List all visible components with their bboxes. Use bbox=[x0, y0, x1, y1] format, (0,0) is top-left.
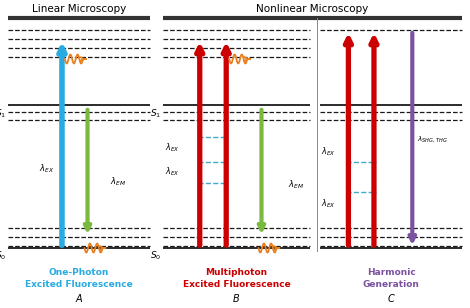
Text: $\lambda_{EX}$: $\lambda_{EX}$ bbox=[165, 165, 180, 178]
Text: $S_0$: $S_0$ bbox=[149, 250, 161, 262]
Text: Harmonic
Generation: Harmonic Generation bbox=[362, 268, 419, 289]
Text: A: A bbox=[76, 294, 82, 304]
Text: $S_1$: $S_1$ bbox=[150, 107, 161, 120]
Text: $\lambda_{EM}$: $\lambda_{EM}$ bbox=[288, 178, 304, 191]
Text: $\lambda_{SHG,THG}$: $\lambda_{SHG,THG}$ bbox=[417, 134, 448, 144]
Text: Linear Microscopy: Linear Microscopy bbox=[32, 4, 126, 14]
Text: B: B bbox=[233, 294, 240, 304]
Text: Nonlinear Microscopy: Nonlinear Microscopy bbox=[256, 4, 368, 14]
Text: $\lambda_{EX}$: $\lambda_{EX}$ bbox=[321, 197, 336, 209]
Text: One-Photon
Excited Fluorescence: One-Photon Excited Fluorescence bbox=[25, 268, 133, 289]
Text: $\lambda_{EX}$: $\lambda_{EX}$ bbox=[39, 162, 55, 175]
Text: $S_0$: $S_0$ bbox=[0, 250, 6, 262]
Text: $S_1$: $S_1$ bbox=[0, 107, 6, 120]
Text: $\lambda_{EX}$: $\lambda_{EX}$ bbox=[165, 142, 180, 155]
Text: Multiphoton
Excited Fluorescence: Multiphoton Excited Fluorescence bbox=[183, 268, 290, 289]
Text: C: C bbox=[388, 294, 394, 304]
Text: $\lambda_{EM}$: $\lambda_{EM}$ bbox=[110, 175, 126, 188]
Text: $\lambda_{EX}$: $\lambda_{EX}$ bbox=[321, 145, 336, 158]
